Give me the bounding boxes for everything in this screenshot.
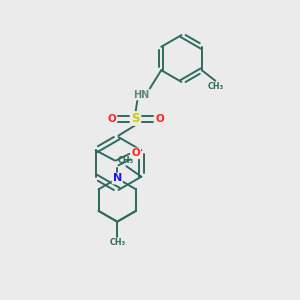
- Text: O: O: [155, 113, 164, 124]
- Text: N: N: [112, 173, 122, 184]
- Text: O: O: [131, 148, 140, 158]
- Text: HN: HN: [133, 89, 149, 100]
- Text: CH₃: CH₃: [109, 238, 125, 247]
- Text: CH₃: CH₃: [118, 156, 134, 165]
- Text: S: S: [131, 112, 140, 125]
- Text: CH₃: CH₃: [208, 82, 224, 91]
- Text: O: O: [107, 113, 116, 124]
